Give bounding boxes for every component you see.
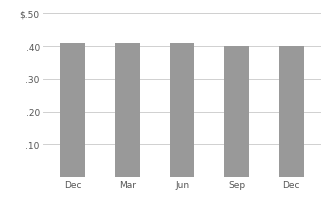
Bar [170, 44, 195, 177]
Bar [60, 44, 85, 177]
Bar [224, 47, 249, 177]
Bar [115, 44, 140, 177]
Bar [279, 47, 304, 177]
